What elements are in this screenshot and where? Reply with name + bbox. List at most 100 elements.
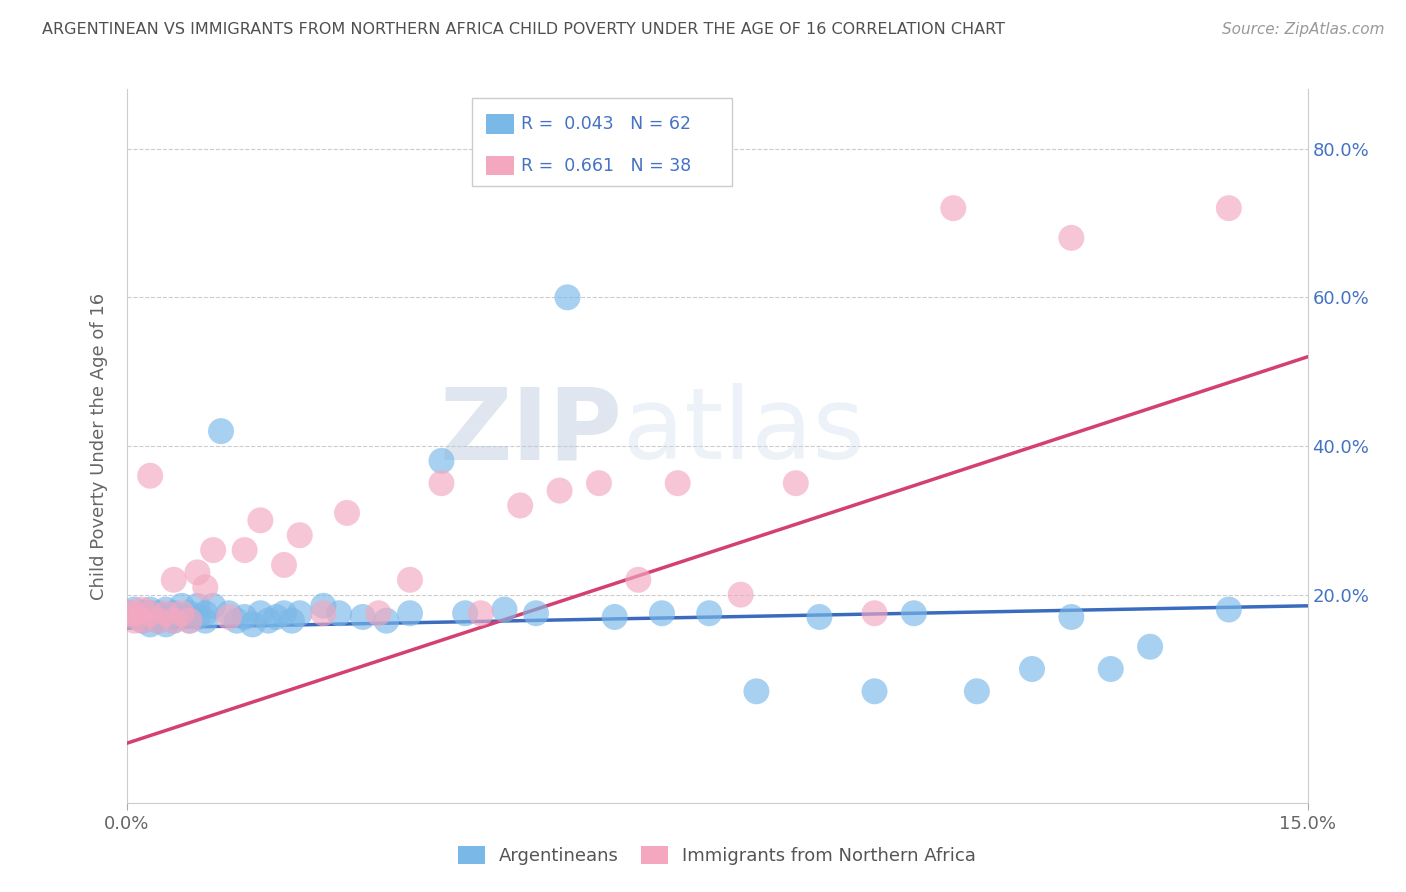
Text: ZIP: ZIP: [440, 384, 623, 480]
Point: [186, 566, 208, 580]
Point: [249, 607, 271, 621]
Point: [808, 610, 831, 624]
Point: [651, 607, 673, 621]
Point: [194, 607, 217, 621]
Point: [155, 607, 177, 621]
Point: [375, 614, 398, 628]
Point: [666, 476, 689, 491]
Point: [966, 684, 988, 698]
Point: [170, 607, 193, 621]
Text: ARGENTINEAN VS IMMIGRANTS FROM NORTHERN AFRICA CHILD POVERTY UNDER THE AGE OF 16: ARGENTINEAN VS IMMIGRANTS FROM NORTHERN …: [42, 22, 1005, 37]
Point: [209, 424, 232, 438]
Point: [273, 607, 295, 621]
Point: [155, 617, 177, 632]
Point: [1139, 640, 1161, 654]
Point: [785, 476, 807, 491]
Point: [494, 602, 516, 616]
Point: [170, 610, 193, 624]
Text: atlas: atlas: [623, 384, 865, 480]
Point: [588, 476, 610, 491]
Point: [1021, 662, 1043, 676]
Point: [120, 607, 142, 621]
Point: [627, 573, 650, 587]
Point: [328, 607, 350, 621]
Point: [163, 610, 186, 624]
Point: [249, 513, 271, 527]
Point: [155, 602, 177, 616]
Point: [179, 614, 201, 628]
Point: [225, 614, 247, 628]
Point: [194, 614, 217, 628]
Point: [170, 599, 193, 613]
Point: [146, 614, 169, 628]
Point: [1099, 662, 1122, 676]
Point: [399, 607, 422, 621]
Point: [470, 607, 492, 621]
Point: [745, 684, 768, 698]
Point: [124, 602, 146, 616]
Point: [903, 607, 925, 621]
Point: [186, 599, 208, 613]
Point: [146, 607, 169, 621]
Point: [454, 607, 477, 621]
Point: [524, 607, 547, 621]
Point: [367, 607, 389, 621]
Point: [155, 610, 177, 624]
Point: [124, 607, 146, 621]
Point: [863, 684, 886, 698]
Point: [942, 201, 965, 215]
Point: [139, 617, 162, 632]
Point: [120, 607, 142, 621]
Point: [218, 607, 240, 621]
Point: [194, 580, 217, 594]
Point: [288, 528, 311, 542]
Point: [163, 573, 186, 587]
Point: [1218, 201, 1240, 215]
Point: [273, 558, 295, 572]
Point: [233, 543, 256, 558]
Point: [131, 614, 153, 628]
Point: [124, 614, 146, 628]
Point: [430, 476, 453, 491]
Point: [242, 617, 264, 632]
Point: [1060, 610, 1083, 624]
Text: R =  0.661   N = 38: R = 0.661 N = 38: [522, 157, 692, 175]
Point: [352, 610, 374, 624]
Point: [697, 607, 720, 621]
Point: [218, 610, 240, 624]
Point: [131, 614, 153, 628]
Point: [336, 506, 359, 520]
Point: [139, 602, 162, 616]
Point: [233, 610, 256, 624]
Point: [430, 454, 453, 468]
Point: [179, 614, 201, 628]
Point: [186, 610, 208, 624]
Point: [257, 614, 280, 628]
Point: [730, 588, 752, 602]
Point: [202, 599, 225, 613]
Point: [264, 610, 287, 624]
Point: [163, 607, 186, 621]
Point: [146, 614, 169, 628]
Point: [548, 483, 571, 498]
Point: [139, 468, 162, 483]
Point: [139, 610, 162, 624]
Text: R =  0.043   N = 62: R = 0.043 N = 62: [522, 115, 692, 133]
Y-axis label: Child Poverty Under the Age of 16: Child Poverty Under the Age of 16: [90, 293, 108, 599]
Point: [179, 607, 201, 621]
Point: [131, 610, 153, 624]
Text: Source: ZipAtlas.com: Source: ZipAtlas.com: [1222, 22, 1385, 37]
Point: [288, 607, 311, 621]
Point: [131, 602, 153, 616]
Point: [131, 607, 153, 621]
Point: [163, 614, 186, 628]
Point: [1060, 231, 1083, 245]
Point: [146, 610, 169, 624]
Point: [557, 290, 579, 304]
Point: [202, 543, 225, 558]
Point: [399, 573, 422, 587]
Point: [863, 607, 886, 621]
Point: [139, 607, 162, 621]
Point: [312, 599, 335, 613]
Point: [312, 607, 335, 621]
